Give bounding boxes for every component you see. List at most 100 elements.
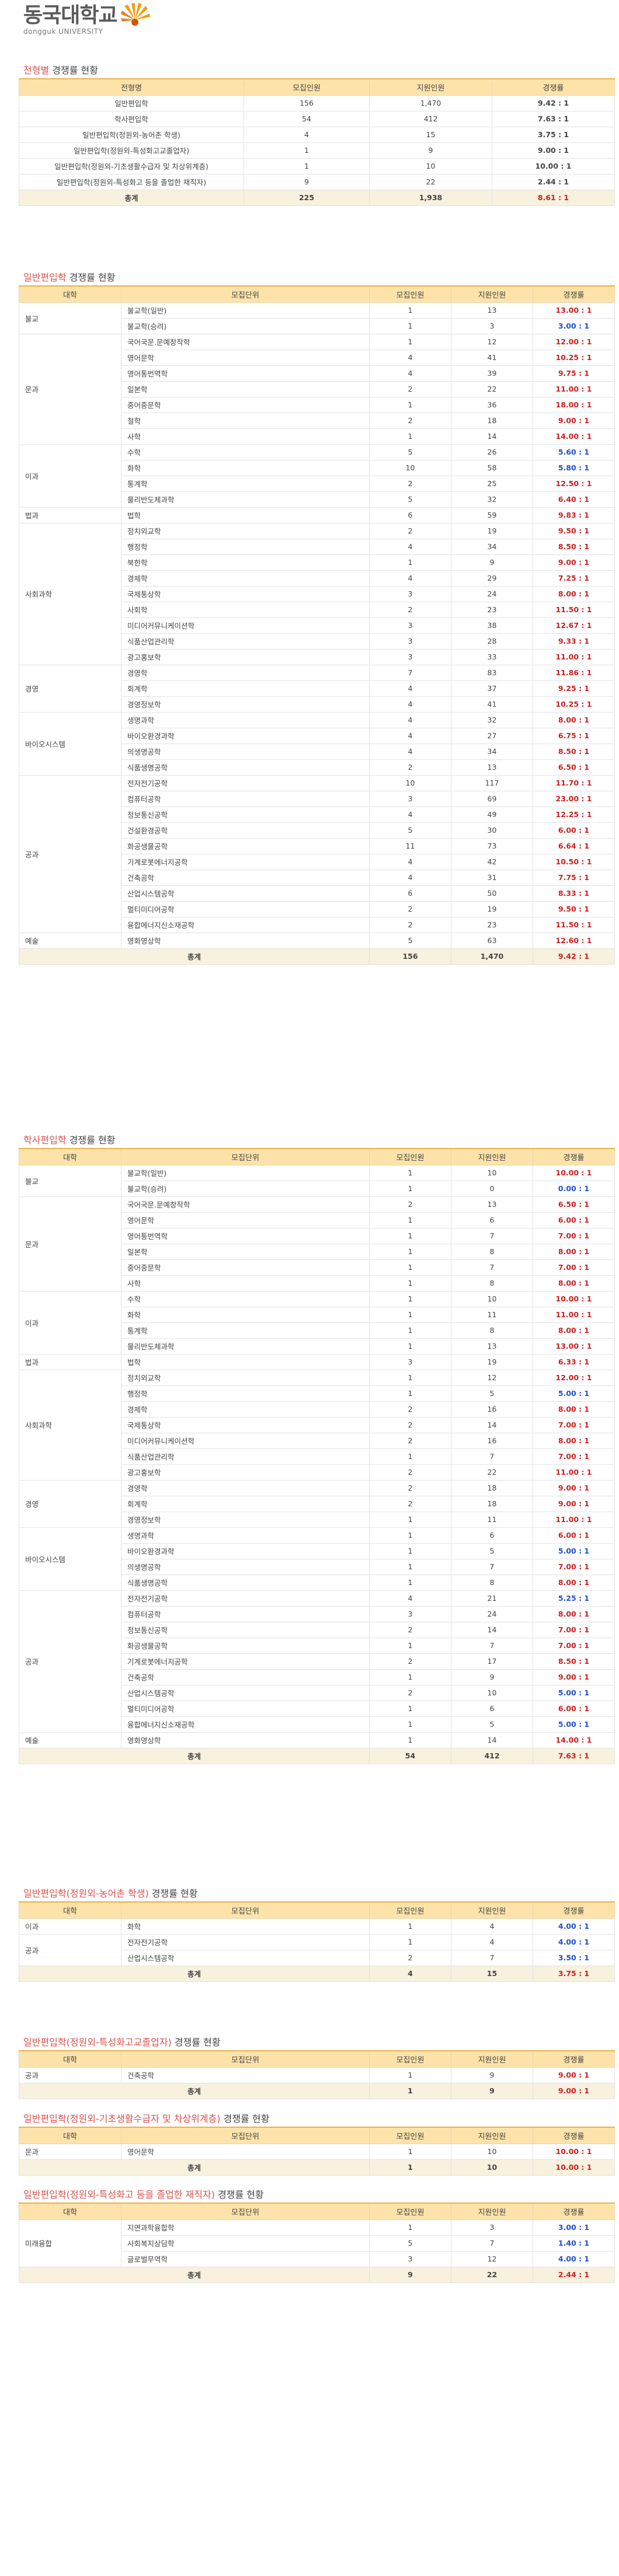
- department: 글로벌무역학: [121, 2250, 370, 2267]
- table-row: 예술 영화영상학 5 63 12.60 : 1: [19, 932, 615, 949]
- quota: 1: [244, 158, 370, 174]
- column-header: 모집인원: [369, 285, 451, 303]
- department: 의생명공학: [121, 743, 370, 760]
- competition-ratio: 8.50 : 1: [533, 1653, 615, 1670]
- university-logo[interactable]: 동국대학교 dongguk UNIVERSITY: [23, 2, 151, 36]
- competition-ratio: 9.00 : 1: [533, 412, 615, 429]
- applicants: 8: [451, 1574, 533, 1591]
- section-title-highlight: 전형별: [23, 65, 50, 76]
- applicants: 26: [451, 444, 533, 460]
- total-quota: 9: [369, 2266, 451, 2283]
- applicants: 25: [451, 475, 533, 492]
- quota: 1: [369, 317, 451, 334]
- applicants: 22: [451, 1464, 533, 1481]
- total-quota: 156: [369, 948, 451, 965]
- competition-ratio: 11.00 : 1: [533, 648, 615, 665]
- department: 화공생물공학: [121, 1637, 370, 1654]
- department: 국제통상학: [121, 1416, 370, 1433]
- section-title-rest: 경쟁률 현황: [66, 1135, 116, 1146]
- table-row: 광고홍보학 2 22 11.00 : 1: [19, 1464, 615, 1481]
- table-row: 바이오시스템 생명과학 1 6 6.00 : 1: [19, 1527, 615, 1591]
- column-header: 대학: [19, 2050, 121, 2068]
- detail-table: 대학 모집단위 모집인원 지원인원 경쟁률 불교 불교학(일반) 1 10 10.00 : 1 불교…: [19, 1148, 615, 1764]
- section-detail: 일반편입학(정원외-특성화고 등을 졸업한 재직자) 경쟁률 현황 대학 모집단위 모…: [19, 2187, 615, 2283]
- table-row: 화학 10 58 5.80 : 1: [19, 459, 615, 476]
- total-applicants: 412: [451, 1747, 533, 1764]
- applicants: 15: [369, 126, 492, 143]
- applicants: 32: [451, 491, 533, 508]
- table-total-row: 총계 9 22 2.44 : 1: [19, 2266, 615, 2283]
- competition-ratio: 12.00 : 1: [533, 333, 615, 350]
- competition-ratio: 5.80 : 1: [533, 459, 615, 476]
- applicants: 22: [451, 381, 533, 397]
- quota: 1: [369, 428, 451, 445]
- column-header: 경쟁률: [533, 2050, 615, 2068]
- department: 통계학: [121, 475, 370, 492]
- column-header: 경쟁률: [533, 2202, 615, 2220]
- applicants: 8: [451, 1243, 533, 1260]
- competition-ratio: 3.75 : 1: [492, 126, 615, 143]
- competition-ratio: 12.50 : 1: [533, 475, 615, 492]
- quota: 1: [369, 333, 451, 350]
- competition-ratio: 11.50 : 1: [533, 601, 615, 618]
- competition-ratio: 6.33 : 1: [533, 1353, 615, 1370]
- quota: 4: [369, 538, 451, 555]
- quota: 1: [369, 1511, 451, 1528]
- applicants: 11: [451, 1306, 533, 1323]
- department: 경영정보학: [121, 696, 370, 713]
- department: 정치외교학: [121, 1369, 370, 1386]
- applicants: 24: [451, 1605, 533, 1622]
- section-title-highlight: 일반편입학: [23, 272, 67, 283]
- department: 수학: [121, 444, 370, 460]
- quota: 4: [369, 349, 451, 366]
- table-row: 산업시스템공학 2 10 5.00 : 1: [19, 1684, 615, 1701]
- college-name: 법과: [19, 1353, 121, 1370]
- quota: 4: [369, 743, 451, 760]
- quota: 1: [369, 1933, 451, 1950]
- competition-ratio: 11.00 : 1: [533, 381, 615, 397]
- table-row: 식품생명공학 1 8 8.00 : 1: [19, 1574, 615, 1591]
- column-header: 대학: [19, 2127, 121, 2144]
- applicants: 34: [451, 538, 533, 555]
- applicants: 33: [451, 648, 533, 665]
- quota: 1: [369, 1527, 451, 1544]
- competition-ratio: 3.00 : 1: [533, 317, 615, 334]
- applicants: 18: [451, 412, 533, 429]
- applicants: 7: [451, 2235, 533, 2252]
- department: 식품생명공학: [121, 759, 370, 776]
- applicants: 59: [451, 507, 533, 523]
- column-header: 경쟁률: [533, 2127, 615, 2144]
- applicants: 50: [451, 885, 533, 902]
- quota: 1: [369, 1164, 451, 1181]
- table-row: 사회과학 정치외교학 2 19 9.50 : 1: [19, 522, 615, 665]
- quota: 2: [369, 900, 451, 917]
- competition-ratio: 0.00 : 1: [533, 1180, 615, 1197]
- total-ratio: 9.00 : 1: [533, 2082, 615, 2099]
- applicants: 412: [369, 110, 492, 127]
- department: 컴퓨터공학: [121, 1605, 370, 1622]
- admission-type: 일반편입학(정원외-농어촌 학생): [19, 126, 244, 143]
- competition-ratio: 8.00 : 1: [533, 1401, 615, 1418]
- competition-ratio: 5.00 : 1: [533, 1542, 615, 1559]
- applicants: 3: [451, 317, 533, 334]
- column-header: 경쟁률: [533, 1901, 615, 1919]
- total-applicants: 1,938: [369, 189, 492, 206]
- quota: 1: [369, 1369, 451, 1386]
- applicants: 17: [451, 1653, 533, 1670]
- quota: 1: [369, 1918, 451, 1935]
- total-quota: 54: [369, 1747, 451, 1764]
- department: 전자전기공학: [121, 774, 370, 791]
- department: 융합에너지신소재공학: [121, 916, 370, 933]
- applicants: 10: [451, 1290, 533, 1307]
- section-title-highlight: 일반편입학(정원외-농어촌 학생): [23, 1888, 149, 1899]
- college-name: 법과: [19, 507, 121, 523]
- detail-table: 대학 모집단위 모집인원 지원인원 경쟁률 미래융합 지연과학융합학 1 3 3.00 : 1 사회…: [19, 2202, 615, 2283]
- competition-ratio: 8.00 : 1: [533, 711, 615, 728]
- total-applicants: 15: [451, 1965, 533, 1982]
- admission-type: 일반편입학: [19, 95, 244, 111]
- department: 국어국문.문예창작학: [121, 1196, 370, 1213]
- quota: 4: [369, 711, 451, 728]
- college-name: 미래융합: [19, 2219, 121, 2267]
- competition-ratio: 10.50 : 1: [533, 853, 615, 870]
- competition-ratio: 6.00 : 1: [533, 822, 615, 839]
